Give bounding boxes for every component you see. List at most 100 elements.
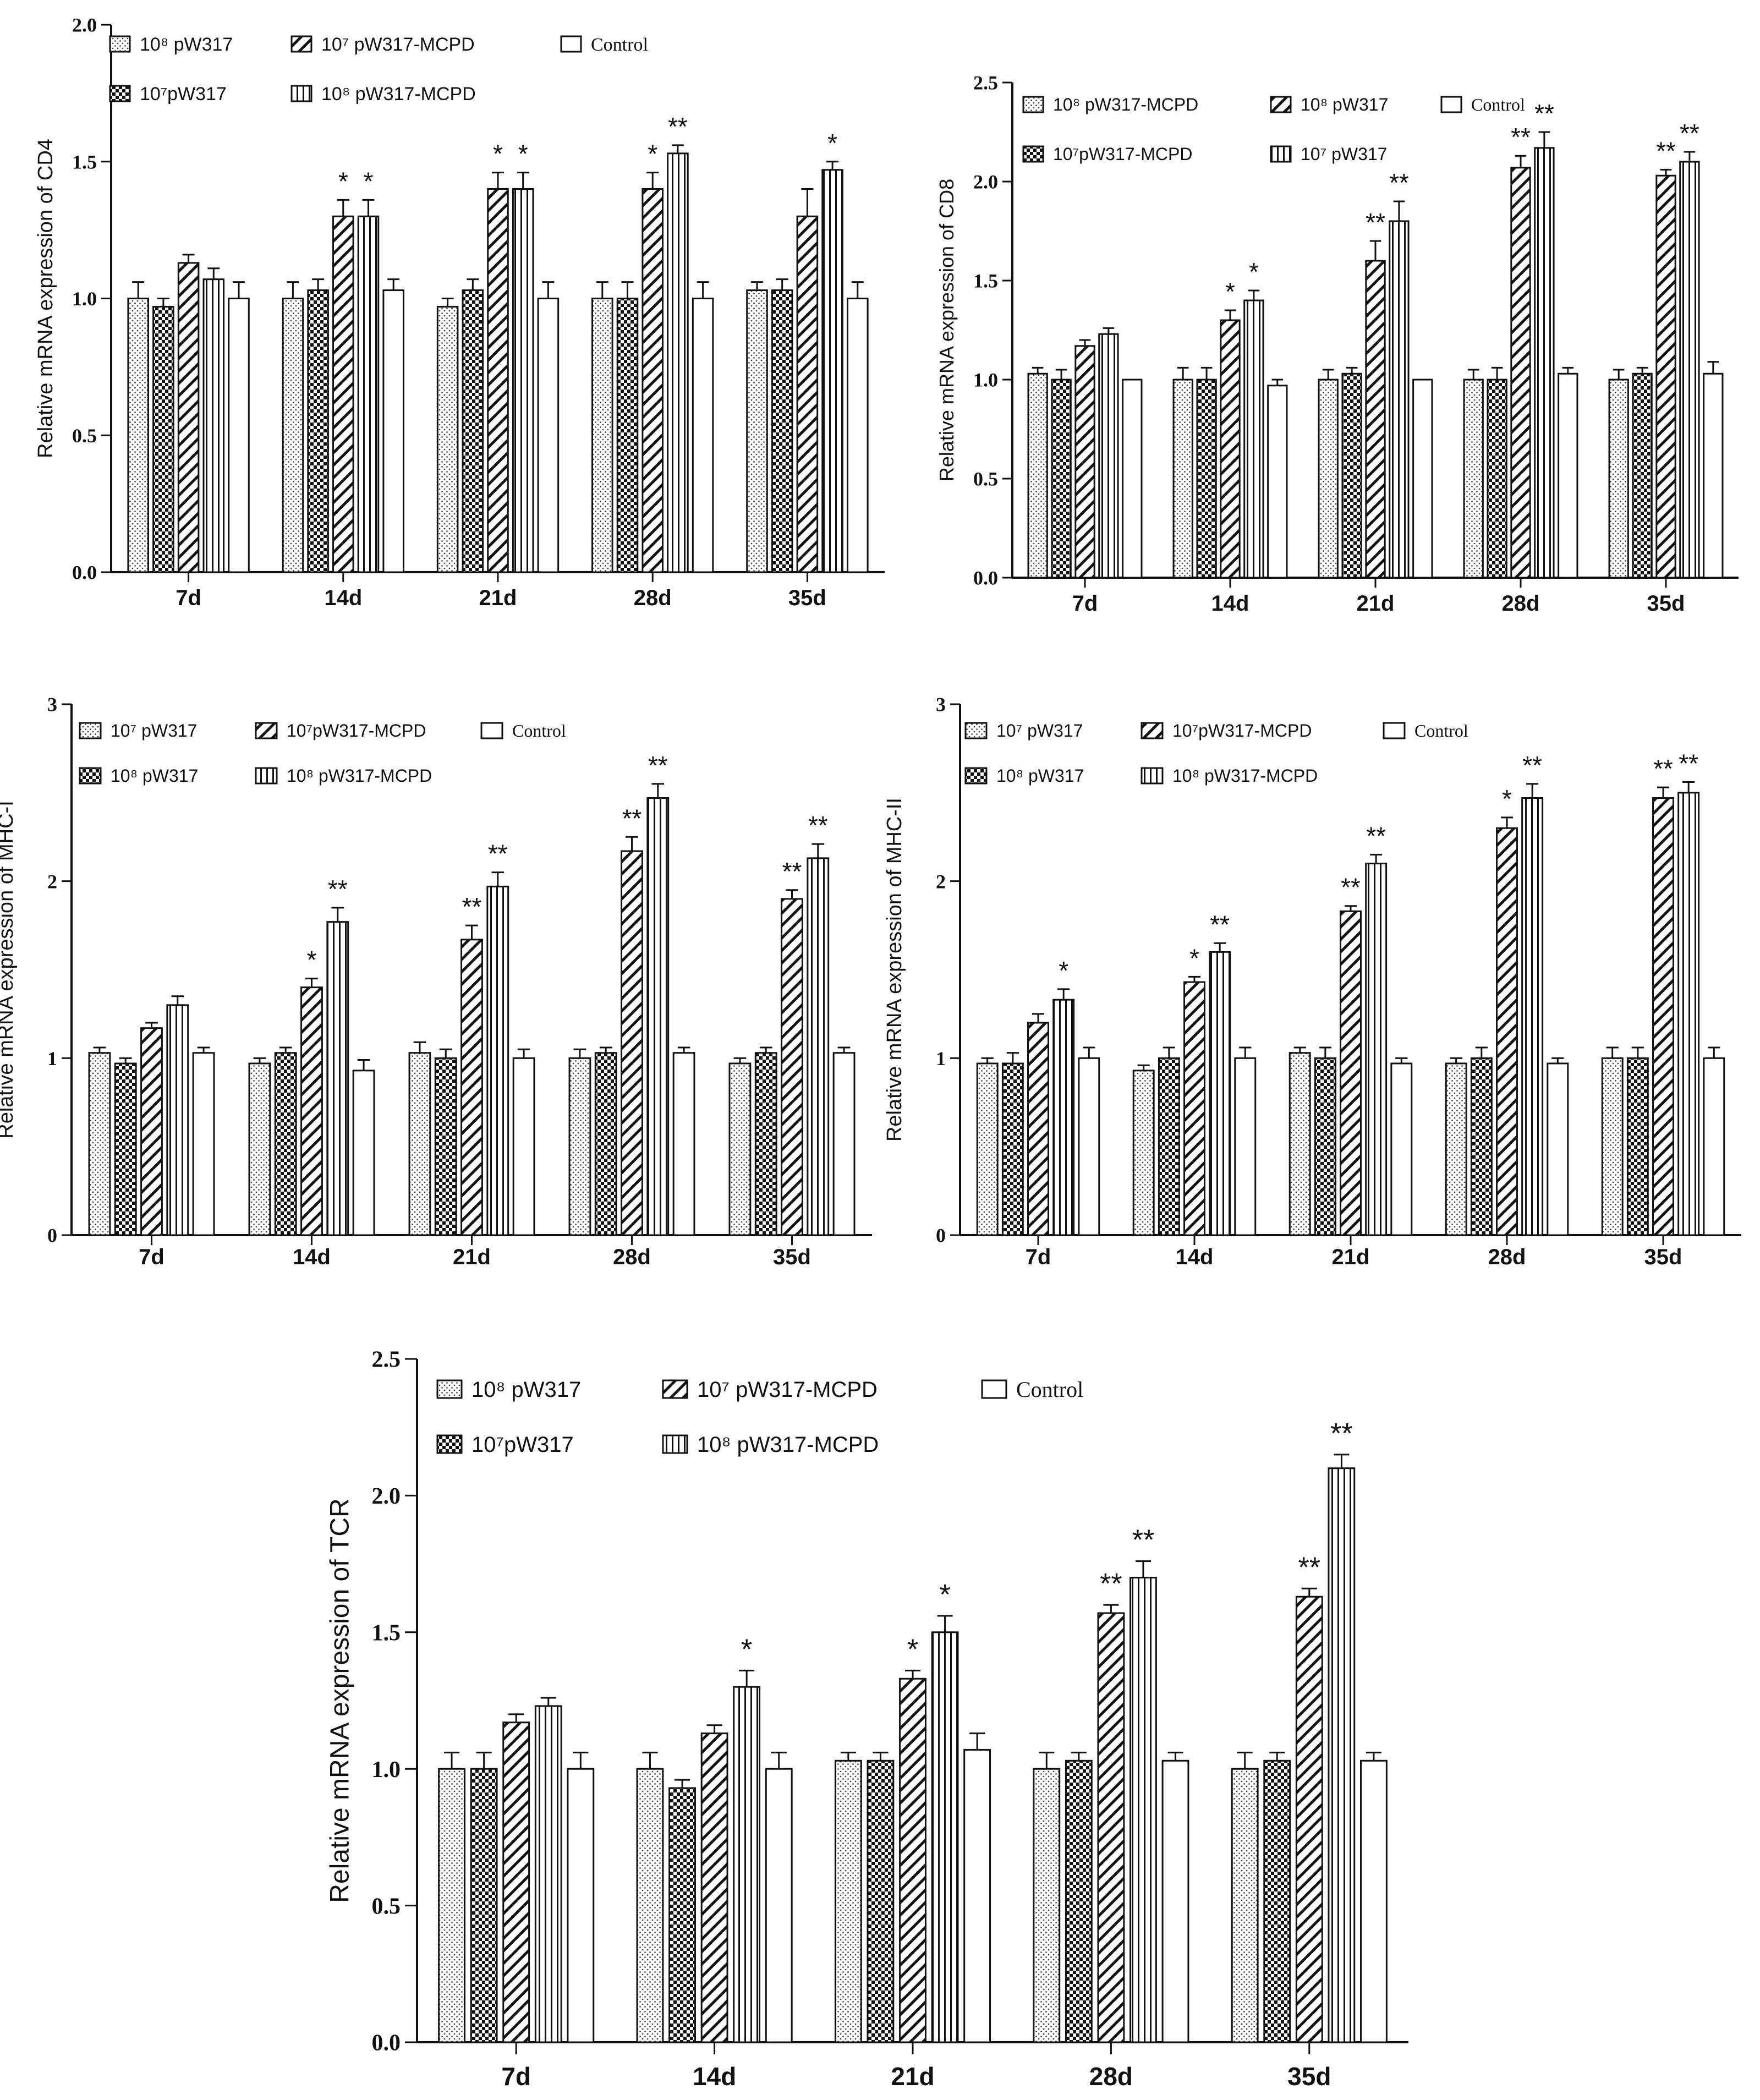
bar-tcr-14d-s3: [733, 1686, 761, 2043]
legend-label: Control: [1471, 95, 1525, 114]
bar-cd8-28d-s1: [1487, 379, 1507, 579]
bar-cd8-35d-s4: [1703, 372, 1724, 579]
chart-cd8: 0.0 0.5 1.0 1.5 2.0 2.5 Relative mRNA expressi…: [935, 72, 1739, 616]
legend-label: 10⁸ pW317-MCPD: [287, 766, 432, 786]
significance-label: **: [1366, 208, 1385, 237]
bar-cd4-7d-s0: [127, 298, 149, 573]
bar-cd4-14d-s0: [282, 298, 304, 573]
y-tick-label: 1.0: [372, 1757, 401, 1783]
legend-swatch: [1270, 145, 1292, 163]
bar-cd8-14d-s0: [1172, 379, 1193, 579]
bar-tcr-28d-s1: [1065, 1759, 1093, 2043]
bar-cd8-7d-s0: [1027, 372, 1048, 579]
legend-swatch: [255, 722, 278, 739]
bar-cd4-7d-s3: [202, 278, 225, 573]
y-tick-label: 0.5: [973, 468, 998, 490]
bar-cd8-14d-s4: [1267, 385, 1288, 579]
x-tick-label: 21d: [1357, 591, 1395, 616]
bar-mhc2-7d-s4: [1078, 1057, 1100, 1236]
significance-label: **: [1534, 99, 1554, 128]
chart-mhc2: 0 1 2 3 Relative mRNA expression of MHC-II 7d…: [883, 694, 1741, 1269]
legend-swatch: [1141, 767, 1164, 785]
significance-label: *: [307, 946, 317, 974]
legend-label: 10⁷pW317: [471, 1433, 574, 1457]
bar-cd8-14d-s1: [1196, 379, 1217, 579]
significance-label: *: [1225, 277, 1235, 306]
x-tick-label: 7d: [176, 586, 201, 610]
bar-cd4-35d-s2: [796, 215, 819, 573]
bar-mhc2-28d-s4: [1547, 1062, 1569, 1236]
y-tick-label: 3: [936, 694, 946, 716]
legend-swatch: [1440, 96, 1462, 113]
bar-mhc1-21d-s1: [434, 1057, 457, 1236]
y-tick-label: 3: [47, 694, 57, 716]
bar-mhc2-35d-s1: [1626, 1057, 1649, 1236]
legend-swatch: [662, 1434, 688, 1454]
bar-tcr-7d-s4: [567, 1768, 595, 2043]
bar-cd4-28d-s3: [667, 152, 689, 573]
bar-tcr-14d-s0: [636, 1768, 664, 2043]
y-tick-label: 1: [936, 1048, 946, 1070]
legend-swatch: [964, 767, 988, 785]
bar-cd4-14d-s4: [382, 289, 404, 573]
bar-mhc1-14d-s4: [352, 1070, 375, 1236]
y-tick-label: 2.0: [72, 14, 97, 36]
bar-cd4-7d-s1: [152, 305, 174, 573]
bar-cd8-21d-s2: [1365, 260, 1386, 579]
bar-mhc2-21d-s2: [1340, 910, 1362, 1236]
significance-label: **: [1330, 1418, 1352, 1450]
significance-label: *: [338, 167, 348, 195]
x-tick-label: 28d: [613, 1245, 651, 1269]
bar-cd4-35d-s3: [821, 169, 843, 573]
significance-label: *: [1249, 257, 1259, 286]
bar-mhc1-28d-s4: [672, 1052, 695, 1236]
bar-cd8-21d-s1: [1341, 372, 1362, 579]
bar-cd8-35d-s3: [1679, 161, 1700, 579]
bar-mhc1-14d-s2: [300, 986, 323, 1236]
y-tick-label: 2: [936, 870, 946, 892]
bar-mhc1-35d-s2: [781, 898, 803, 1236]
significance-label: *: [1059, 956, 1068, 985]
significance-label: *: [1502, 785, 1512, 813]
y-axis-label: Relative mRNA expression of MHC-II: [883, 798, 906, 1142]
bar-cd8-35d-s1: [1632, 372, 1653, 579]
significance-label: **: [808, 811, 828, 840]
x-tick-label: 14d: [1211, 591, 1249, 616]
bar-mhc1-28d-s0: [568, 1057, 591, 1236]
bar-mhc2-35d-s2: [1652, 797, 1674, 1236]
bar-cd4-7d-s4: [228, 298, 250, 573]
significance-label: **: [668, 112, 688, 141]
bar-cd4-35d-s0: [746, 289, 768, 573]
bar-cd4-14d-s2: [332, 215, 354, 573]
bar-cd8-28d-s0: [1463, 379, 1484, 579]
legend-swatch: [436, 1434, 463, 1454]
bar-cd4-14d-s1: [307, 289, 329, 573]
y-axis-label: Relative mRNA expression of MHC-I: [0, 800, 18, 1139]
x-tick-label: 21d: [891, 2062, 934, 2091]
significance-label: *: [1189, 944, 1199, 972]
bar-tcr-28d-s0: [1033, 1768, 1061, 2043]
bar-mhc1-35d-s1: [754, 1052, 777, 1236]
y-tick-label: 0: [47, 1225, 57, 1247]
bar-cd8-28d-s4: [1558, 372, 1578, 579]
significance-label: **: [1341, 873, 1361, 902]
legend-label: 10⁷ pW317-MCPD: [697, 1378, 878, 1402]
legend-swatch: [560, 35, 582, 53]
bar-cd4-35d-s4: [847, 298, 869, 573]
legend-swatch: [1270, 96, 1292, 113]
bar-cd8-35d-s0: [1608, 379, 1629, 579]
bar-tcr-35d-s3: [1328, 1467, 1356, 2043]
y-tick-label: 0: [936, 1225, 946, 1247]
legend-label: 10⁷pW317: [140, 84, 227, 105]
legend-label: 10⁸ pW317: [140, 34, 233, 55]
bar-mhc1-14d-s0: [248, 1062, 271, 1236]
bar-cd8-14d-s3: [1243, 299, 1264, 579]
bar-tcr-14d-s4: [765, 1768, 793, 2043]
bar-mhc2-7d-s2: [1027, 1022, 1049, 1236]
bar-mhc2-28d-s1: [1470, 1057, 1493, 1236]
bar-mhc2-7d-s0: [976, 1062, 999, 1236]
legend-label: 10⁸ pW317-MCPD: [1053, 95, 1198, 114]
legend-label: Control: [1016, 1377, 1083, 1402]
significance-label: **: [1522, 751, 1542, 780]
bar-mhc2-14d-s0: [1132, 1070, 1155, 1236]
